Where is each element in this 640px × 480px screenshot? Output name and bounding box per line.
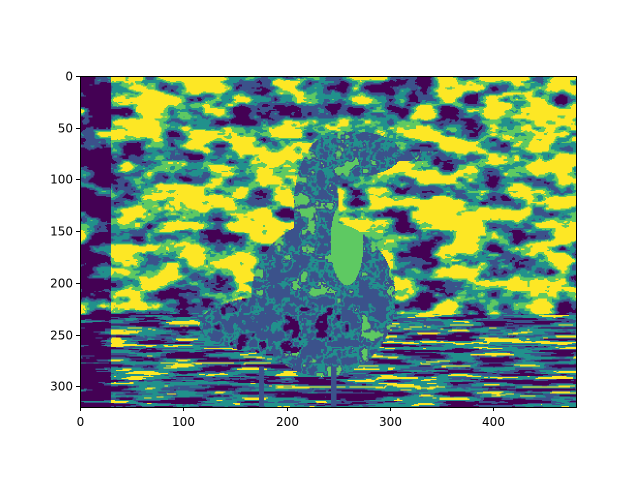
y-tick-label: 150 bbox=[50, 225, 73, 239]
y-tick-label: 200 bbox=[50, 277, 73, 291]
y-tick-label: 250 bbox=[50, 329, 73, 343]
y-axis: 0 50 100 150 200 250 300 bbox=[50, 70, 80, 394]
x-tick-label: 300 bbox=[379, 415, 402, 429]
plot-area bbox=[80, 76, 576, 407]
y-tick-label: 100 bbox=[50, 173, 73, 187]
x-tick-label: 0 bbox=[77, 415, 85, 429]
y-tick-label: 300 bbox=[50, 380, 73, 394]
y-tick-label: 0 bbox=[65, 70, 73, 84]
y-tick-label: 50 bbox=[58, 122, 73, 136]
x-tick-label: 200 bbox=[276, 415, 299, 429]
x-axis: 0 100 200 300 400 bbox=[77, 407, 505, 429]
x-tick-label: 100 bbox=[172, 415, 195, 429]
posterized-image bbox=[80, 76, 576, 407]
x-tick-label: 400 bbox=[482, 415, 505, 429]
axes-frame bbox=[80, 76, 577, 408]
